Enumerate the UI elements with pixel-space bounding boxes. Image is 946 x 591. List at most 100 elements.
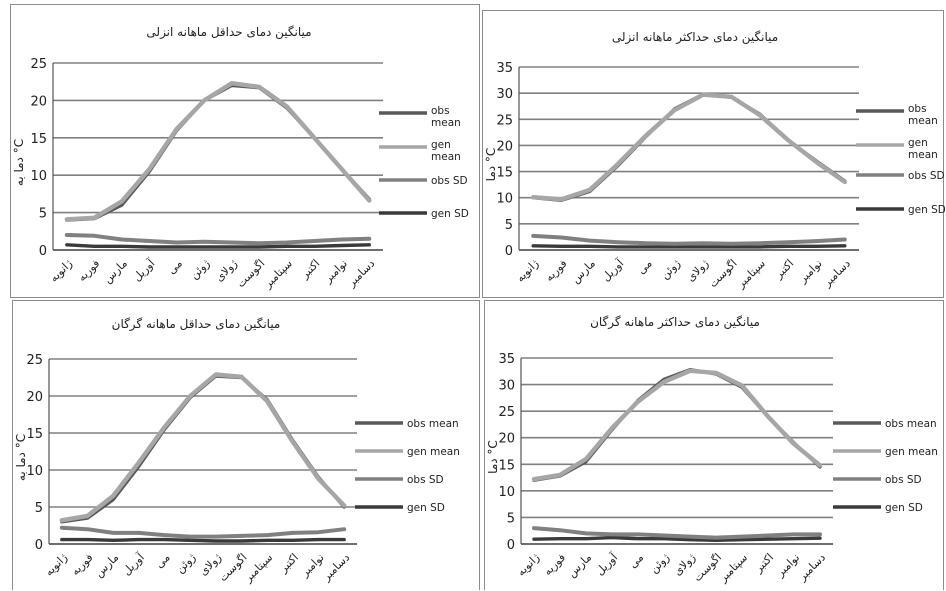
x-tick-label: سپتامبر <box>734 257 768 291</box>
y-tick-label: 20 <box>498 432 515 447</box>
x-tick-label: اگوست <box>234 257 267 290</box>
x-tick-label: اکتبر <box>298 257 323 282</box>
chart-title: میانگین دمای حداکثر ماهانه گرگان <box>590 315 760 330</box>
legend-label: gen SD <box>431 208 469 220</box>
y-tick-label: 10 <box>498 485 515 500</box>
chart-title: میانگین دمای حداکثر ماهانه انزلی <box>612 30 778 45</box>
chart-panel-gorgan-min: میانگین دمای حداقل ماهانه گرگان 0 5 10 15 20 2… <box>12 300 480 590</box>
x-tick-label: ژوئن <box>658 257 683 282</box>
series-line-gen-mean <box>531 368 823 482</box>
legend-label: obs mean <box>431 105 461 129</box>
x-tick-label: مارس <box>101 257 130 286</box>
x-tick-label: ژوئن <box>188 257 213 282</box>
x-tick-label: اکتبر <box>772 257 797 282</box>
series-line-gen-mean <box>59 372 347 523</box>
y-tick-label: 20 <box>26 390 43 405</box>
x-tick-label: مارس <box>565 551 594 580</box>
series-line-gen-sd <box>531 244 847 249</box>
y-tick-label: 5 <box>35 501 43 516</box>
y-tick-label: 5 <box>507 511 515 526</box>
y-tick-label: 5 <box>39 207 47 222</box>
x-tick-label: ژوئن <box>647 551 672 576</box>
y-tick-label: 35 <box>496 61 513 76</box>
y-tick-label: 15 <box>30 132 47 147</box>
series-line-obs-mean <box>60 374 346 524</box>
series-line-gen-mean <box>64 80 372 222</box>
chart-title: میانگین دمای حداقل ماهانه گرگان <box>112 317 281 332</box>
x-tick-label: سپتامبر <box>241 551 275 585</box>
series-line-obs-sd <box>532 526 822 540</box>
legend-label: gen SD <box>885 502 923 514</box>
chart-canvas: میانگین دمای حداقل ماهانه انزلی 0 5 10 15 20 2… <box>12 25 469 291</box>
x-tick-label: دسامبر <box>795 551 828 584</box>
y-tick-label: 0 <box>35 538 43 553</box>
x-tick-label: فوریه <box>69 551 96 578</box>
y-axis-title: دما به °C <box>12 139 26 186</box>
x-tick-label: فوریه <box>543 257 570 284</box>
y-tick-label: 25 <box>498 405 515 420</box>
y-axis-title: دما به °C <box>14 434 28 481</box>
chart-title: میانگین دمای حداقل ماهانه انزلی <box>146 25 311 40</box>
series-line-gen-mean <box>531 92 847 202</box>
x-tick-label: آوریل <box>130 256 158 284</box>
x-tick-label: اگوست <box>706 257 739 290</box>
legend-label: gen mean <box>885 446 938 458</box>
y-tick-label: 5 <box>505 218 513 233</box>
legend-label: obs SD <box>407 474 444 486</box>
x-tick-label: ژانویه <box>514 551 542 579</box>
series-line-obs-sd <box>531 233 847 246</box>
y-tick-label: 35 <box>498 352 515 367</box>
y-tick-label: 10 <box>30 169 47 184</box>
x-tick-label: می <box>165 257 185 277</box>
y-tick-label: 20 <box>30 94 47 109</box>
x-tick-label: دسامبر <box>344 257 377 290</box>
y-tick-label: 10 <box>496 192 513 207</box>
series-line-gen-sd <box>532 535 822 543</box>
legend-label: gen SD <box>407 502 445 514</box>
legend-label: gen mean <box>908 137 938 161</box>
x-tick-label: می <box>153 551 173 571</box>
legend-label: gen mean <box>407 446 460 458</box>
y-tick-label: 25 <box>496 113 513 128</box>
chart-canvas: میانگین دمای حداکثر ماهانه گرگان 0 5 10 15 20… <box>486 315 938 585</box>
legend-label: obs mean <box>885 418 937 430</box>
x-tick-label: ژانویه <box>42 551 70 579</box>
legend-label: obs mean <box>407 418 459 430</box>
series-line-obs-sd <box>59 525 347 539</box>
legend-label: obs SD <box>885 474 922 486</box>
x-tick-label: مارس <box>92 551 121 580</box>
chart-panel-anzali-max: میانگین دمای حداکثر ماهانه انزلی 0 5 10 15 20… <box>482 10 945 298</box>
x-tick-label: نوامبر <box>796 257 825 286</box>
y-tick-label: 0 <box>39 244 47 259</box>
y-tick-label: 0 <box>505 244 513 259</box>
legend-label: gen mean <box>431 139 461 163</box>
x-tick-label: سپتامبر <box>261 257 295 291</box>
chart-canvas: میانگین دمای حداکثر ماهانه انزلی 0 5 10 15 20… <box>484 30 945 291</box>
x-tick-label: ژوئن <box>173 551 198 576</box>
y-tick-label: 30 <box>496 87 513 102</box>
x-tick-label: می <box>626 551 646 571</box>
y-tick-label: 15 <box>496 166 513 181</box>
x-tick-label: آوریل <box>592 550 620 578</box>
x-tick-label: ژانویه <box>514 257 542 285</box>
x-tick-label: مارس <box>569 257 598 286</box>
x-tick-label: اکتبر <box>276 551 301 576</box>
y-tick-label: 15 <box>498 458 515 473</box>
y-axis-title: دما °C <box>484 148 498 182</box>
x-tick-label: فوریه <box>75 257 102 284</box>
x-tick-label: فوریه <box>541 551 568 578</box>
x-tick-label: می <box>635 257 655 277</box>
chart-canvas: میانگین دمای حداقل ماهانه گرگان 0 5 10 15 20 2… <box>14 317 460 585</box>
series-line-gen-sd <box>65 243 371 249</box>
series-line-obs-mean <box>65 83 371 222</box>
y-tick-label: 15 <box>26 427 43 442</box>
y-tick-label: 0 <box>507 538 515 553</box>
y-tick-label: 20 <box>496 139 513 154</box>
x-tick-label: آوریل <box>119 550 147 578</box>
legend-label: gen SD <box>908 204 945 216</box>
series-line-obs-sd <box>64 233 372 246</box>
y-tick-label: 25 <box>26 353 43 368</box>
x-tick-label: ژانویه <box>47 257 75 285</box>
x-tick-label: دسامبر <box>319 551 352 584</box>
legend-label: obs SD <box>431 175 468 187</box>
